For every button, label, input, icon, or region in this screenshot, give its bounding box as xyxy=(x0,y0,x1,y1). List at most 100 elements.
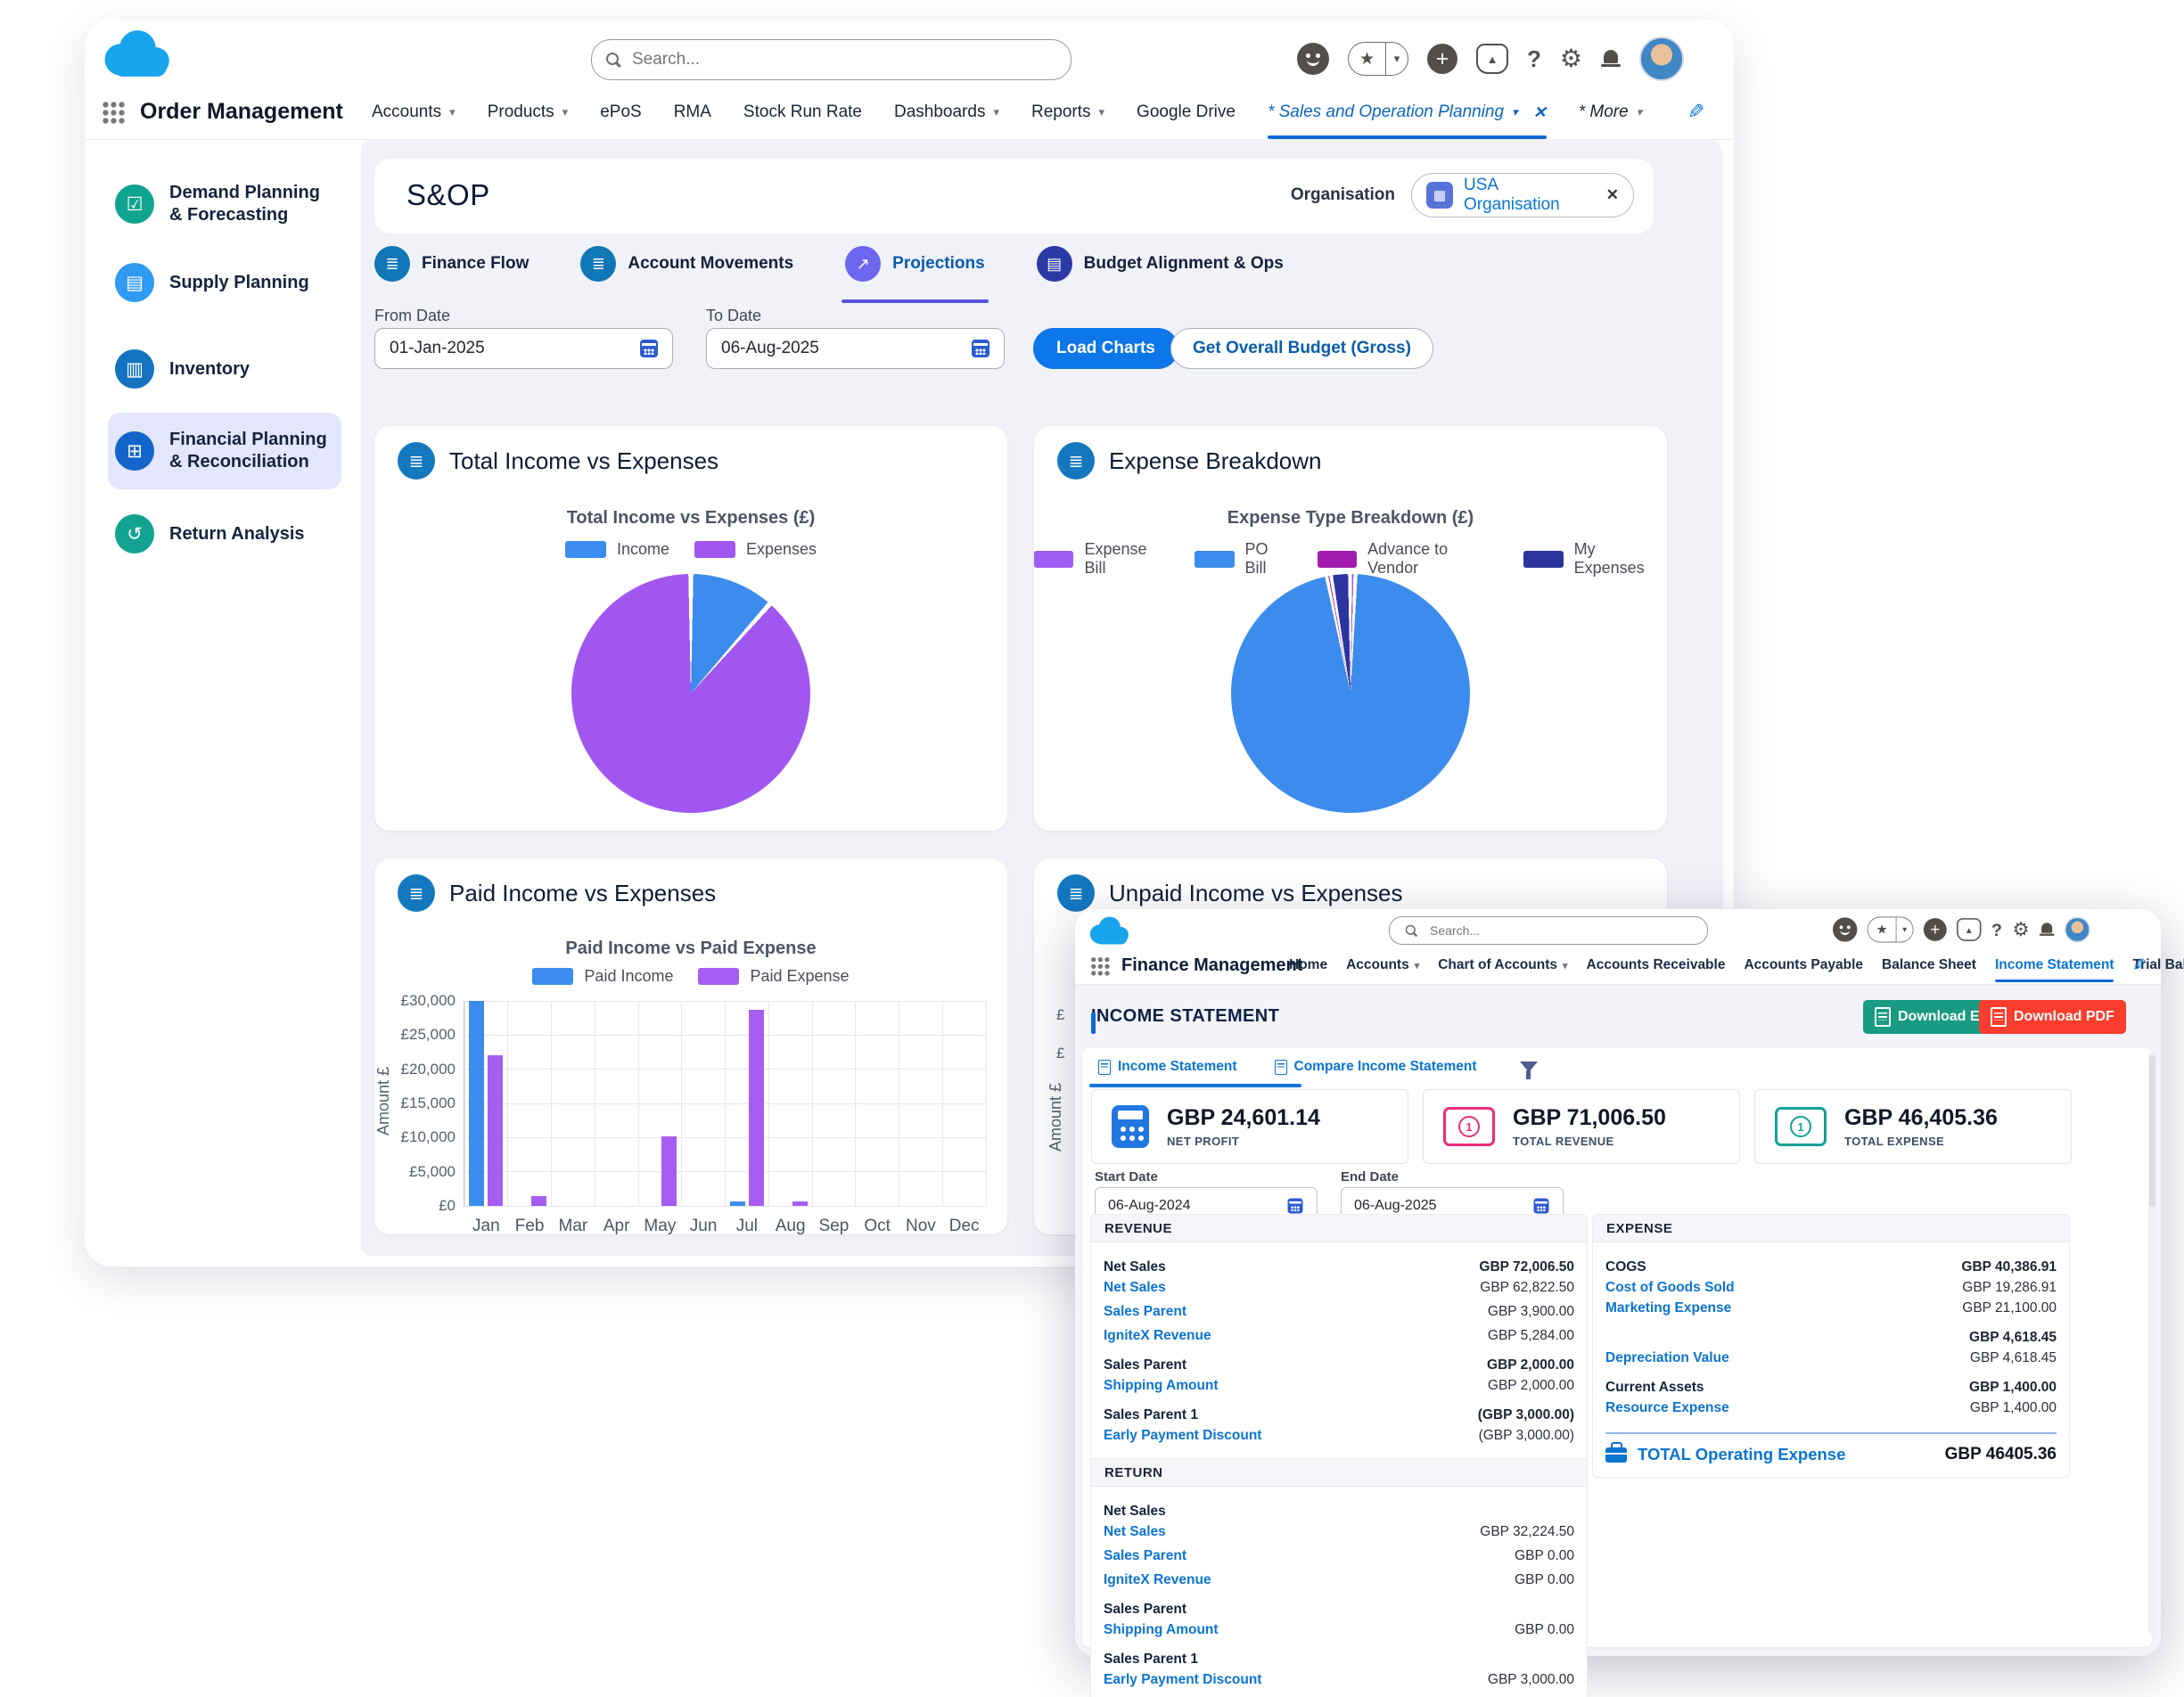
search-input[interactable] xyxy=(1428,922,1693,939)
nav-tab-google-drive[interactable]: Google Drive xyxy=(1137,86,1236,139)
calendar-icon[interactable] xyxy=(640,340,658,357)
account-link[interactable]: Shipping Amount xyxy=(1104,1622,1219,1637)
bar-paid-expense-jul[interactable] xyxy=(748,1009,764,1206)
favorites-star-icon[interactable]: ★ ▾ xyxy=(1867,916,1914,943)
global-search[interactable] xyxy=(1389,916,1708,945)
account-link[interactable]: Depreciation Value xyxy=(1605,1350,1729,1365)
sidebar-item-demand-planning-forecasting[interactable]: ☑ Demand Planning & Forecasting xyxy=(108,166,341,242)
tab-label: Dashboards xyxy=(894,102,986,121)
account-link[interactable]: Net Sales xyxy=(1104,1280,1166,1295)
help-icon[interactable]: ? xyxy=(1991,919,2002,940)
bar-paid-expense-feb[interactable] xyxy=(531,1196,547,1206)
setup-gear-icon[interactable]: ⚙︎ xyxy=(1559,45,1582,72)
finance-nav-tab-chart-of-accounts[interactable]: Chart of Accounts ▾ xyxy=(1438,948,1567,982)
notifications-bell-icon[interactable] xyxy=(1601,48,1621,70)
notifications-bell-icon[interactable] xyxy=(2039,922,2055,938)
get-overall-budget-button[interactable]: Get Overall Budget (Gross) xyxy=(1170,328,1433,369)
sop-tab-account-movements[interactable]: ≣ Account Movements xyxy=(580,244,793,283)
bar-paid-expense-may[interactable] xyxy=(661,1135,677,1206)
edit-nav-pencil-icon[interactable]: ✎ xyxy=(1687,100,1705,123)
from-date-field[interactable]: 01-Jan-2025 xyxy=(374,328,673,369)
calendar-icon[interactable] xyxy=(1533,1198,1549,1214)
account-link[interactable]: Marketing Expense xyxy=(1605,1300,1732,1316)
calendar-icon[interactable] xyxy=(972,340,989,357)
setup-gear-icon[interactable]: ⚙︎ xyxy=(2012,918,2030,940)
trailhead-icon[interactable]: ▲ xyxy=(1957,918,1982,941)
end-date-label: End Date xyxy=(1341,1169,1400,1185)
add-icon[interactable]: + xyxy=(1923,918,1947,941)
nav-tab-sales-and-operation-planning[interactable]: * Sales and Operation Planning ▾ ✕ xyxy=(1267,86,1547,139)
bar-paid-income-jul[interactable] xyxy=(729,1201,745,1206)
app-launcher-icon[interactable] xyxy=(101,100,125,124)
sidebar-item-financial-planning-reconciliation[interactable]: ⊞ Financial Planning & Reconciliation xyxy=(108,413,341,489)
total-operating-expense-row: TOTAL Operating Expense GBP 46405.36 xyxy=(1605,1432,2057,1477)
close-tab-icon[interactable]: ✕ xyxy=(1532,102,1547,121)
account-link[interactable]: Early Payment Discount xyxy=(1104,1672,1262,1687)
remove-organisation-icon[interactable]: ✕ xyxy=(1605,186,1619,203)
global-search[interactable] xyxy=(591,39,1071,80)
sidebar-item-inventory[interactable]: ▥ Inventory xyxy=(108,345,341,393)
account-link[interactable]: IgniteX Revenue xyxy=(1104,1328,1211,1343)
account-link[interactable]: Early Payment Discount xyxy=(1104,1428,1262,1443)
organisation-pill[interactable]: ▦ USA Organisation ✕ xyxy=(1411,173,1634,217)
trailhead-icon[interactable]: ▲ xyxy=(1476,44,1508,74)
pie-chart-expense-breakdown[interactable] xyxy=(1231,574,1470,813)
download-pdf-button[interactable]: Download PDF xyxy=(1979,1000,2126,1034)
filter-funnel-icon[interactable] xyxy=(1519,1062,1538,1079)
to-date-field[interactable]: 06-Aug-2025 xyxy=(706,328,1005,369)
account-link[interactable]: Resource Expense xyxy=(1605,1400,1729,1415)
legend-swatch xyxy=(1195,550,1235,568)
finance-nav-tab-home[interactable]: Home xyxy=(1289,948,1327,982)
account-link[interactable]: IgniteX Revenue xyxy=(1104,1572,1211,1587)
bar-paid-expense-jan[interactable] xyxy=(488,1054,504,1206)
scrollbar[interactable] xyxy=(2148,1052,2156,1636)
account-link[interactable]: Cost of Goods Sold xyxy=(1605,1280,1735,1295)
x-axis-label: Feb xyxy=(514,1217,545,1235)
nav-tab-accounts[interactable]: Accounts ▾ xyxy=(372,86,456,139)
tab-income-statement[interactable]: Income Statement xyxy=(1098,1059,1237,1075)
favorites-star-icon[interactable]: ★ ▾ xyxy=(1348,42,1408,76)
load-charts-button[interactable]: Load Charts xyxy=(1033,328,1178,369)
sop-tab-finance-flow[interactable]: ≣ Finance Flow xyxy=(374,244,529,283)
app-launcher-icon[interactable] xyxy=(1089,955,1110,976)
finance-nav-tab-accounts[interactable]: Accounts ▾ xyxy=(1346,948,1419,982)
nav-tab-rma[interactable]: RMA xyxy=(674,86,711,139)
calendar-icon[interactable] xyxy=(1287,1198,1303,1214)
finance-nav-tab-accounts-receivable[interactable]: Accounts Receivable xyxy=(1587,948,1726,982)
tab-compare-income-statement[interactable]: Compare Income Statement xyxy=(1274,1059,1477,1075)
card-title: Expense Breakdown xyxy=(1109,447,1322,474)
add-icon[interactable]: + xyxy=(1427,44,1457,74)
nav-tab-epos[interactable]: ePoS xyxy=(600,86,641,139)
sidebar-item-supply-planning[interactable]: ▤ Supply Planning xyxy=(108,258,341,307)
bar-paid-expense-aug[interactable] xyxy=(792,1201,808,1206)
account-link[interactable]: Shipping Amount xyxy=(1104,1378,1219,1393)
avatar[interactable] xyxy=(2064,916,2090,943)
bar-chart-paid-income-vs-expense[interactable]: £0 £5,000 £10,000 £15,000 £20,000 £25,000 £30,… xyxy=(401,992,987,1235)
y-axis-label: Amount £ xyxy=(374,1066,393,1136)
nav-tab-products[interactable]: Products ▾ xyxy=(488,86,569,139)
sidebar-item-return-analysis[interactable]: ↺ Return Analysis xyxy=(108,510,341,558)
assistant-icon[interactable] xyxy=(1297,43,1329,75)
finance-nav-tab-trial-balance[interactable]: Trial Balance xyxy=(2132,948,2184,982)
pie-chart-total-income-vs-expenses[interactable] xyxy=(571,574,810,813)
nav-tab-dashboards[interactable]: Dashboards ▾ xyxy=(894,86,999,139)
help-icon[interactable]: ? xyxy=(1527,45,1541,72)
nav-tab-reports[interactable]: Reports ▾ xyxy=(1031,86,1104,139)
account-link[interactable]: Net Sales xyxy=(1104,1524,1166,1539)
search-input[interactable] xyxy=(630,49,1056,70)
sop-tab-budget-alignment-ops[interactable]: ▤ Budget Alignment & Ops xyxy=(1036,244,1284,283)
finance-nav-tab-income-statement[interactable]: Income Statement xyxy=(1994,948,2114,982)
finance-nav-tab-accounts-payable[interactable]: Accounts Payable xyxy=(1744,948,1863,982)
account-link[interactable]: Sales Parent xyxy=(1104,1304,1187,1319)
bar-paid-income-jan[interactable] xyxy=(469,1001,485,1206)
avatar[interactable] xyxy=(1639,37,1684,81)
statement-row: Net Sales GBP 62,822.50 xyxy=(1104,1280,1574,1296)
nav-tab-stock-run-rate[interactable]: Stock Run Rate xyxy=(743,86,862,139)
account-link[interactable]: Sales Parent xyxy=(1104,1548,1187,1563)
nav-tab-more[interactable]: * More ▾ xyxy=(1579,86,1643,139)
sop-tab-projections[interactable]: ↗ Projections xyxy=(842,244,989,303)
gridline-v xyxy=(811,1001,813,1206)
edit-nav-pencil-icon[interactable]: ✎ xyxy=(2132,956,2147,975)
finance-nav-tab-balance-sheet[interactable]: Balance Sheet xyxy=(1882,948,1976,982)
assistant-icon[interactable] xyxy=(1833,917,1858,942)
